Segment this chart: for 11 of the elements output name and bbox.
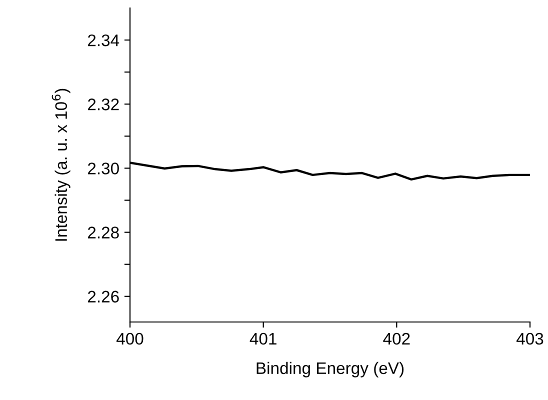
y-tick-label: 2.34 [88, 34, 120, 46]
y-tick-label: 2.28 [88, 226, 119, 238]
x-tick-label: 403 [516, 332, 544, 345]
y-tick-label: 2.30 [88, 162, 119, 174]
y-tick-label: 2.32 [88, 98, 119, 110]
x-tick-label: 402 [383, 332, 410, 345]
y-tick-label: 2.26 [88, 290, 119, 303]
x-tick-label: 400 [116, 332, 144, 345]
x-tick-label: 401 [250, 332, 276, 345]
x-axis-title: Binding Energy (eV) [256, 362, 404, 378]
y-axis-title: Intensity (a. u. x 10$^{6}$) [52, 88, 70, 241]
